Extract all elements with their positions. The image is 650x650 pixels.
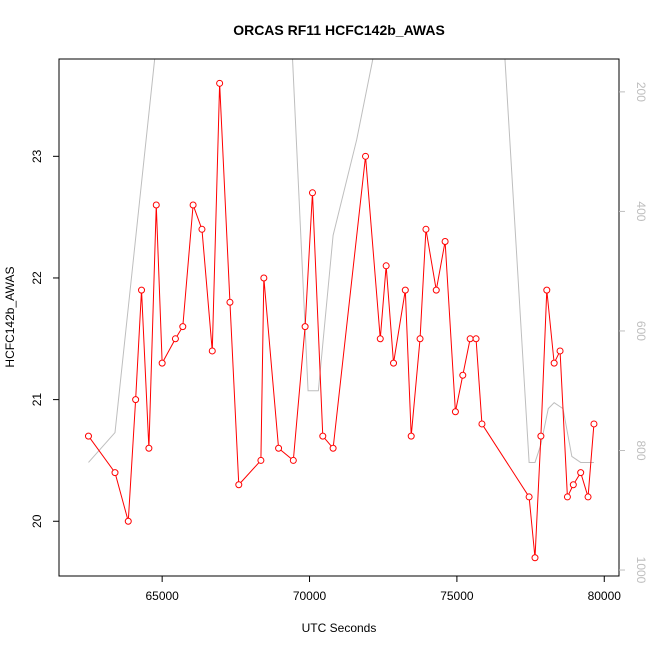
- data-point: [543, 286, 551, 294]
- data-point: [584, 493, 592, 501]
- data-point: [235, 481, 243, 489]
- data-point: [416, 335, 424, 343]
- x-tick-label: 65000: [145, 589, 179, 603]
- data-point: [124, 517, 132, 525]
- x-tick-label: 80000: [588, 589, 622, 603]
- data-point: [84, 432, 92, 440]
- data-point: [158, 359, 166, 367]
- y-tick-label: 22: [30, 271, 44, 285]
- y2-tick-label: 1000: [634, 557, 648, 584]
- data-point: [329, 444, 337, 452]
- data-point: [257, 456, 265, 464]
- data-point: [275, 444, 283, 452]
- y2-tick-label: 800: [634, 440, 648, 460]
- data-point: [319, 432, 327, 440]
- data-point: [550, 359, 558, 367]
- y2-tick-label: 200: [634, 82, 648, 102]
- data-point: [432, 286, 440, 294]
- data-point: [145, 444, 153, 452]
- data-point: [189, 201, 197, 209]
- data-point: [152, 201, 160, 209]
- y-axis: 20 21 22 23: [30, 149, 59, 528]
- data-point: [478, 420, 486, 428]
- x-tick-label: 75000: [440, 589, 474, 603]
- chart-title: ORCAS RF11 HCFC142b_AWAS: [233, 22, 445, 38]
- data-point: [563, 493, 571, 501]
- data-point: [362, 152, 370, 160]
- primary-series-line: [88, 83, 595, 558]
- x-axis: 65000 70000 75000 80000: [145, 576, 621, 603]
- data-point: [577, 469, 585, 477]
- data-point: [382, 262, 390, 270]
- data-point: [376, 335, 384, 343]
- data-point: [301, 323, 309, 331]
- y-axis-label: HCFC142b_AWAS: [3, 266, 17, 367]
- data-point: [466, 335, 474, 343]
- x-tick-label: 70000: [293, 589, 327, 603]
- data-point: [179, 323, 187, 331]
- data-point: [198, 225, 206, 233]
- data-point: [531, 554, 539, 562]
- primary-series-layer: [84, 79, 598, 562]
- data-point: [216, 79, 224, 87]
- data-point: [132, 396, 140, 404]
- secondary-y-axis: 200 400 600 800 1000: [619, 82, 648, 584]
- x-axis-label: UTC Seconds: [302, 621, 377, 635]
- plot-frame: [58, 58, 620, 577]
- data-point: [556, 347, 564, 355]
- data-point: [459, 371, 467, 379]
- data-point: [590, 420, 598, 428]
- data-point: [390, 359, 398, 367]
- data-point: [451, 408, 459, 416]
- secondary-series-line: [88, 59, 594, 463]
- data-point: [289, 456, 297, 464]
- y-tick-label: 23: [30, 149, 44, 163]
- data-point: [208, 347, 216, 355]
- data-point: [111, 469, 119, 477]
- y-tick-label: 20: [30, 514, 44, 528]
- data-point: [401, 286, 409, 294]
- data-point: [138, 286, 146, 294]
- data-point: [537, 432, 545, 440]
- data-point: [472, 335, 480, 343]
- y2-tick-label: 400: [634, 201, 648, 221]
- y-tick-label: 21: [30, 393, 44, 407]
- data-point: [569, 481, 577, 489]
- data-point: [407, 432, 415, 440]
- data-point: [171, 335, 179, 343]
- data-point: [525, 493, 533, 501]
- data-point: [422, 225, 430, 233]
- y2-tick-label: 600: [634, 321, 648, 341]
- data-point: [308, 189, 316, 197]
- data-point: [226, 298, 234, 306]
- secondary-series-layer: [88, 59, 594, 463]
- data-point: [260, 274, 268, 282]
- data-point: [441, 237, 449, 245]
